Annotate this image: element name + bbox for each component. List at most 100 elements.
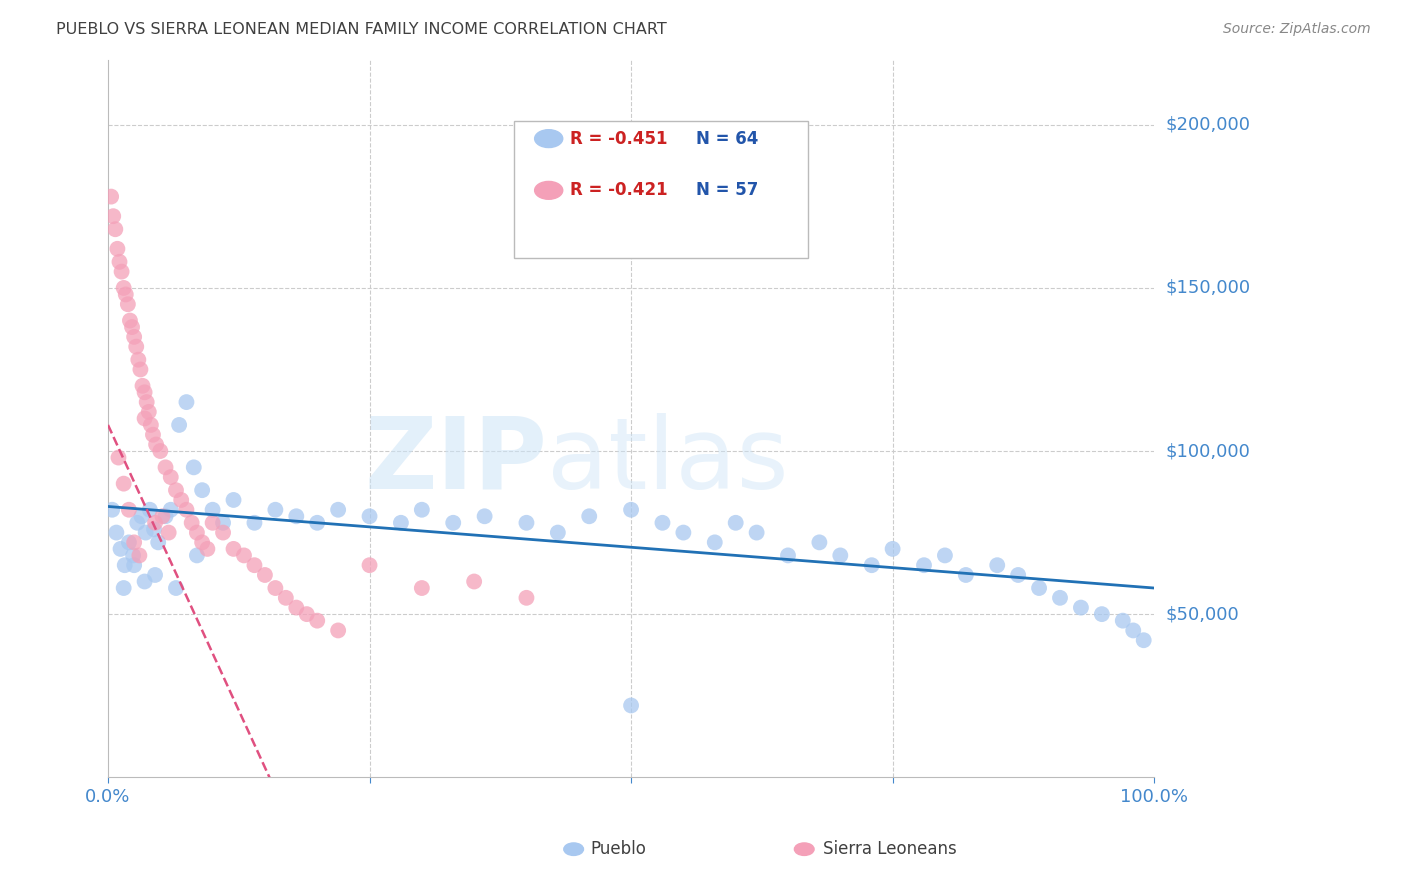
- Point: [1070, 600, 1092, 615]
- Point: [359, 509, 381, 524]
- Point: [134, 385, 156, 400]
- Point: [118, 535, 141, 549]
- Point: [103, 209, 125, 223]
- Point: [104, 222, 127, 236]
- Point: [672, 525, 695, 540]
- Text: atlas: atlas: [547, 413, 789, 510]
- Point: [122, 558, 145, 573]
- Point: [142, 427, 165, 442]
- Point: [808, 535, 831, 549]
- Point: [986, 558, 1008, 573]
- Point: [176, 502, 198, 516]
- Point: [934, 549, 956, 563]
- Point: [212, 525, 235, 540]
- Point: [127, 352, 149, 367]
- Point: [127, 516, 149, 530]
- Point: [135, 395, 157, 409]
- Point: [328, 502, 350, 516]
- Point: [264, 581, 287, 595]
- Point: [155, 460, 177, 475]
- Text: Sierra Leoneans: Sierra Leoneans: [823, 840, 956, 858]
- Text: Pueblo: Pueblo: [591, 840, 647, 858]
- Point: [122, 330, 145, 344]
- Point: [463, 574, 485, 589]
- Point: [274, 591, 297, 605]
- Point: [131, 509, 153, 524]
- Point: [578, 509, 600, 524]
- Point: [148, 535, 170, 549]
- Point: [651, 516, 673, 530]
- Point: [830, 549, 852, 563]
- Point: [125, 340, 148, 354]
- Point: [165, 581, 187, 595]
- Point: [201, 502, 224, 516]
- Point: [112, 476, 135, 491]
- Point: [134, 574, 156, 589]
- Point: [165, 483, 187, 498]
- Text: Source: ZipAtlas.com: Source: ZipAtlas.com: [1223, 22, 1371, 37]
- Point: [222, 541, 245, 556]
- Point: [186, 549, 208, 563]
- Point: [1028, 581, 1050, 595]
- Point: [170, 492, 193, 507]
- Point: [264, 502, 287, 516]
- Point: [201, 516, 224, 530]
- Point: [157, 525, 180, 540]
- Point: [233, 549, 256, 563]
- Point: [1007, 568, 1029, 582]
- Point: [776, 549, 799, 563]
- Point: [515, 516, 537, 530]
- Point: [107, 242, 129, 256]
- Point: [955, 568, 977, 582]
- Point: [441, 516, 464, 530]
- Point: [359, 558, 381, 573]
- Point: [285, 600, 308, 615]
- Point: [307, 614, 329, 628]
- Point: [295, 607, 318, 621]
- Point: [547, 525, 569, 540]
- Point: [159, 470, 181, 484]
- Point: [105, 525, 128, 540]
- Text: $150,000: $150,000: [1166, 279, 1250, 297]
- Point: [860, 558, 883, 573]
- Point: [212, 516, 235, 530]
- Point: [128, 549, 150, 563]
- Point: [328, 624, 350, 638]
- Point: [620, 698, 643, 713]
- Point: [1049, 591, 1071, 605]
- Point: [183, 460, 205, 475]
- Point: [134, 411, 156, 425]
- Text: N = 57: N = 57: [696, 181, 759, 199]
- Point: [112, 581, 135, 595]
- Point: [474, 509, 496, 524]
- Point: [912, 558, 935, 573]
- Point: [515, 591, 537, 605]
- Point: [110, 265, 132, 279]
- Point: [411, 581, 433, 595]
- Point: [186, 525, 208, 540]
- Text: N = 64: N = 64: [696, 129, 759, 147]
- Point: [307, 516, 329, 530]
- Point: [1112, 614, 1135, 628]
- Text: $100,000: $100,000: [1166, 442, 1250, 460]
- Text: $50,000: $50,000: [1166, 605, 1239, 624]
- Text: PUEBLO VS SIERRA LEONEAN MEDIAN FAMILY INCOME CORRELATION CHART: PUEBLO VS SIERRA LEONEAN MEDIAN FAMILY I…: [56, 22, 666, 37]
- Point: [745, 525, 768, 540]
- Point: [101, 502, 124, 516]
- Point: [110, 541, 132, 556]
- Point: [138, 405, 160, 419]
- Point: [135, 525, 157, 540]
- Point: [129, 362, 152, 376]
- Point: [139, 502, 162, 516]
- Point: [389, 516, 412, 530]
- Point: [411, 502, 433, 516]
- Point: [724, 516, 747, 530]
- Point: [1091, 607, 1114, 621]
- Text: R = -0.421: R = -0.421: [569, 181, 668, 199]
- Point: [118, 313, 141, 327]
- Point: [107, 450, 129, 465]
- Point: [243, 516, 266, 530]
- Point: [882, 541, 904, 556]
- Point: [191, 483, 214, 498]
- Point: [143, 568, 166, 582]
